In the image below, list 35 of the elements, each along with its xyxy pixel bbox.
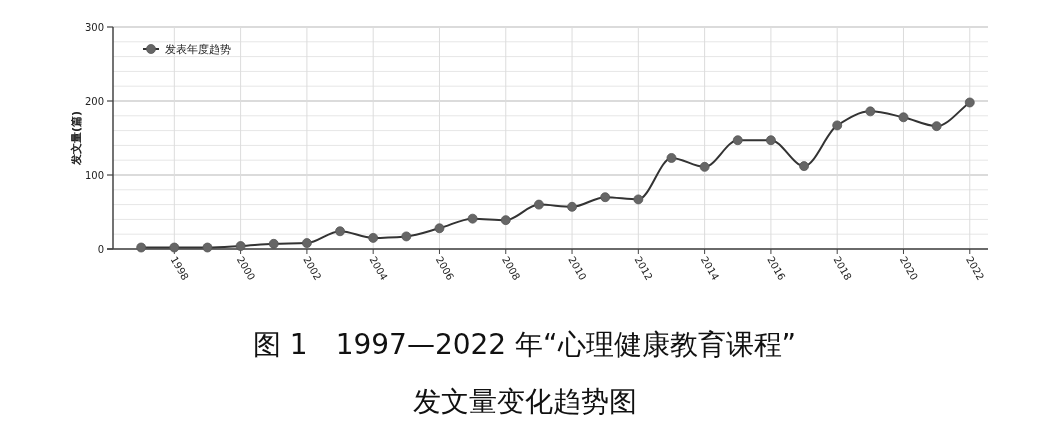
point xyxy=(368,233,379,243)
point xyxy=(865,106,876,117)
point xyxy=(699,161,710,172)
legend: 发表年度趋势 xyxy=(142,43,231,56)
point xyxy=(766,135,776,146)
legend-label: 发表年度趋势 xyxy=(165,43,231,56)
point xyxy=(666,153,677,163)
text: 图 1 1997—2022 年“心理健康教育课程” xyxy=(252,328,797,361)
point xyxy=(202,242,213,253)
point xyxy=(600,192,611,203)
point xyxy=(732,135,743,146)
point xyxy=(301,238,312,248)
point xyxy=(401,231,412,242)
point xyxy=(567,201,577,212)
point xyxy=(633,194,644,205)
point xyxy=(235,241,246,251)
point xyxy=(832,120,843,131)
point xyxy=(534,199,544,210)
point xyxy=(169,242,180,253)
point xyxy=(136,242,147,253)
y-tick-label: 300 xyxy=(84,22,104,33)
point xyxy=(964,97,975,108)
y-axis-title: 发文量(篇) xyxy=(70,110,83,167)
point xyxy=(898,112,909,123)
y-tick-label: 200 xyxy=(84,96,104,107)
point xyxy=(799,161,809,172)
point xyxy=(931,121,942,132)
y-tick-label: 0 xyxy=(97,244,104,255)
point xyxy=(467,213,478,224)
text: 发文量变化趋势图 xyxy=(412,385,637,418)
point xyxy=(500,215,511,226)
point xyxy=(268,238,279,249)
point xyxy=(335,226,345,237)
y-tick-label: 100 xyxy=(84,170,104,181)
point xyxy=(434,223,445,234)
